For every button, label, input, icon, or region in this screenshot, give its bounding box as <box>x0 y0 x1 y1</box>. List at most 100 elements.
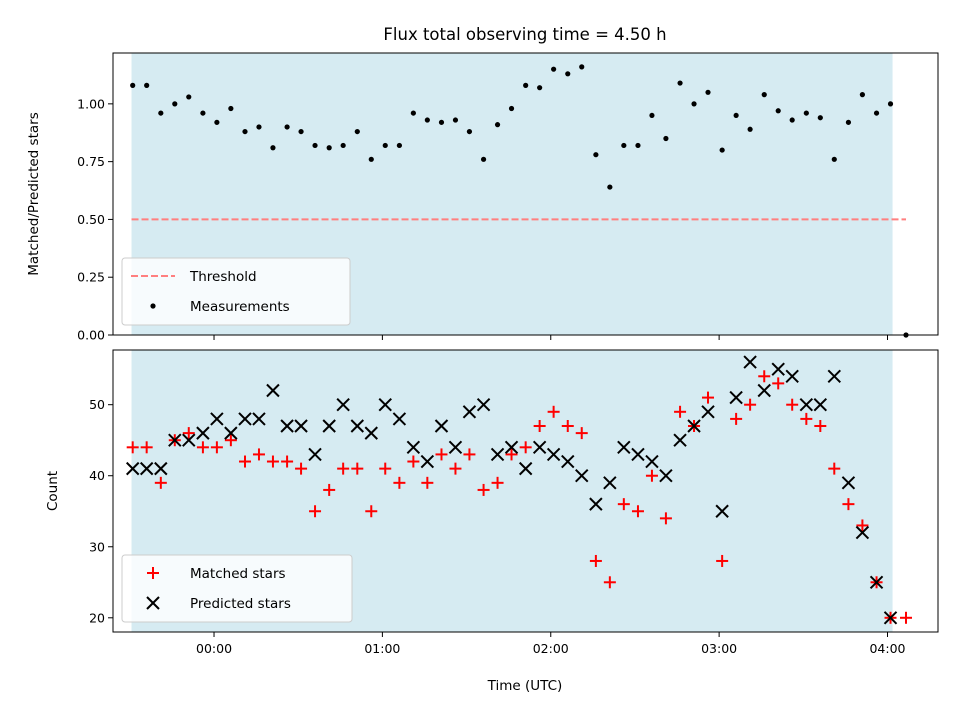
predicted-stars-point <box>785 369 799 383</box>
matched-stars-point <box>140 441 153 454</box>
matched-stars-point <box>491 476 504 489</box>
matched-stars-point <box>533 420 546 433</box>
x-tick-label: 02:00 <box>533 641 569 656</box>
matched-stars-point <box>575 427 588 440</box>
matched-stars-point <box>730 412 743 425</box>
measurements-point <box>214 119 220 125</box>
predicted-stars-point <box>406 440 421 455</box>
matched-stars-point <box>463 448 476 461</box>
predicted-stars-point <box>476 397 491 412</box>
measurements-point <box>565 71 571 77</box>
predicted-stars-point <box>378 397 392 412</box>
legend-predicted-label: Predicted stars <box>190 596 291 612</box>
predicted-stars-point <box>743 355 757 369</box>
measurements-point <box>144 82 150 88</box>
predicted-stars-point <box>631 447 645 462</box>
measurements-point <box>789 117 795 123</box>
measurements-point <box>200 110 206 116</box>
measurements-point <box>593 152 599 158</box>
predicted-stars-point <box>575 469 589 483</box>
predicted-stars-point <box>308 447 322 462</box>
predicted-stars-point <box>659 469 673 483</box>
y-tick-label: 40 <box>89 468 105 483</box>
measurements-point <box>158 110 164 116</box>
predicted-stars-point <box>701 405 715 419</box>
measurements-point <box>368 156 374 162</box>
y-tick-label: 1.00 <box>77 96 105 111</box>
matched-stars-point <box>856 519 869 532</box>
predicted-stars-point <box>420 454 435 469</box>
matched-stars-point <box>449 462 462 475</box>
matched-stars-point <box>786 398 799 411</box>
predicted-stars-point <box>532 440 547 455</box>
count-x-ticks: 00:00 01:00 02:00 03:00 04:00 <box>196 632 906 656</box>
measurements-point <box>424 117 430 123</box>
legend-measurements-swatch <box>150 303 156 309</box>
predicted-stars-point <box>673 433 687 447</box>
matched-stars-point <box>323 483 336 496</box>
measurements-point <box>382 142 388 149</box>
matched-stars-point <box>674 405 687 418</box>
predicted-stars-point <box>252 412 266 426</box>
measurements-point <box>691 101 697 107</box>
legend-measurements-label: Measurements <box>190 299 290 315</box>
matched-stars-point <box>900 611 913 624</box>
predicted-stars-point <box>645 454 659 469</box>
measurements-point <box>635 142 641 149</box>
predicted-stars-point <box>490 447 505 462</box>
predicted-stars-point <box>294 419 308 433</box>
measurements-point <box>242 128 248 135</box>
x-tick-label: 03:00 <box>701 641 737 656</box>
predicted-stars-point <box>280 419 294 433</box>
measurements-point <box>859 92 866 98</box>
ratio-panel: Flux total observing time = 4.50 h 0.000… <box>26 25 939 343</box>
matched-stars-point <box>814 420 827 433</box>
measurements-point <box>761 92 767 98</box>
measurements-point <box>747 126 753 132</box>
matched-stars-point <box>379 462 392 475</box>
matched-stars-point <box>842 498 855 511</box>
predicted-stars-point <box>336 397 350 412</box>
measurements-point <box>579 64 585 70</box>
x-tick-label: 04:00 <box>869 641 905 656</box>
predicted-stars-point <box>518 461 533 476</box>
measurements-point <box>873 110 880 116</box>
count-panel: 20 30 40 50 00:00 01:00 02:00 03:00 04:00 Count… <box>45 349 939 694</box>
measurements-point <box>607 184 613 190</box>
ratio-axes-frame <box>112 52 939 336</box>
matched-stars-point <box>266 455 279 468</box>
matched-stars-point <box>800 412 813 425</box>
legend-threshold-label: Threshold <box>189 269 257 285</box>
matched-stars-point <box>365 505 378 518</box>
predicted-stars-point <box>855 525 870 540</box>
ratio-legend: Threshold Measurements <box>121 257 351 326</box>
count-marks <box>125 355 913 625</box>
matched-stars-point <box>631 505 644 518</box>
predicted-stars-point <box>125 461 140 476</box>
ratio-marks <box>130 64 909 338</box>
measurements-point <box>663 135 669 142</box>
predicted-stars-point <box>322 419 336 433</box>
matched-stars-point <box>196 441 209 454</box>
predicted-stars-point <box>238 412 252 426</box>
matched-stars-point <box>758 370 771 383</box>
x-tick-label: 00:00 <box>196 641 232 656</box>
predicted-stars-point <box>617 440 631 455</box>
measurements-point <box>719 147 725 153</box>
matched-stars-point <box>337 462 350 475</box>
measurements-point <box>172 101 178 107</box>
measurements-point <box>494 122 501 128</box>
measurements-point <box>508 105 515 112</box>
predicted-stars-point <box>813 397 828 412</box>
count-legend-box <box>121 554 353 623</box>
matched-stars-point <box>210 441 223 454</box>
matched-stars-point <box>659 512 672 525</box>
measurements-point <box>621 142 627 149</box>
predicted-stars-point <box>771 362 785 376</box>
matched-stars-point <box>126 441 139 454</box>
measurements-point <box>480 156 487 162</box>
x-tick-label: 01:00 <box>364 641 400 656</box>
matched-stars-point <box>603 576 616 589</box>
measurements-point <box>256 124 262 130</box>
measurements-point <box>677 80 683 86</box>
